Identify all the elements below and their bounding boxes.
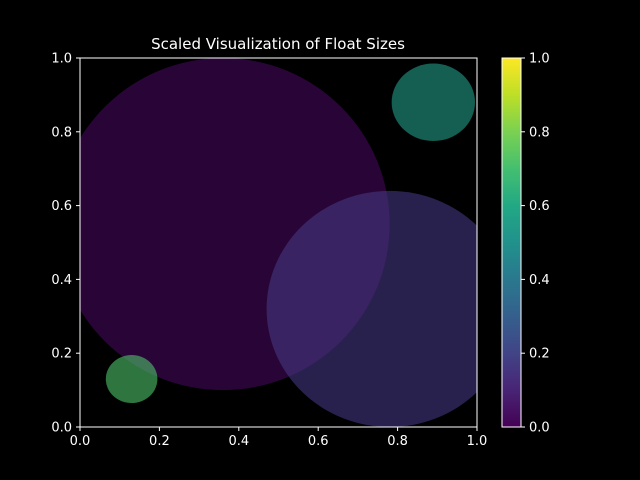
scatter-point-2 xyxy=(266,190,477,427)
y-axis: 0.0 0.2 0.4 0.6 0.8 1.0 xyxy=(51,52,80,436)
y-tick-label: 0.0 xyxy=(51,421,72,436)
colorbar-axis: 0.0 0.2 0.4 0.6 0.8 1.0 xyxy=(521,52,550,436)
y-tick-label: 0.6 xyxy=(51,199,72,214)
colorbar-gradient xyxy=(501,57,522,428)
x-tick-label: 0.0 xyxy=(70,434,91,449)
y-tick-label: 0.4 xyxy=(51,273,72,288)
colorbar-tick-label: 0.2 xyxy=(529,347,550,362)
chart-title: Scaled Visualization of Float Sizes xyxy=(151,35,405,53)
scatter-point-4 xyxy=(105,355,158,404)
colorbar-tick-label: 0.0 xyxy=(529,421,550,436)
x-tick-label: 0.2 xyxy=(149,434,170,449)
colorbar-tick-label: 0.4 xyxy=(529,273,550,288)
x-tick-label: 0.6 xyxy=(308,434,329,449)
x-tick-label: 0.8 xyxy=(387,434,408,449)
x-axis: 0.0 0.2 0.4 0.6 0.8 1.0 xyxy=(70,427,488,449)
colorbar-tick-label: 0.8 xyxy=(529,125,550,140)
colorbar-tick-label: 0.6 xyxy=(529,199,550,214)
y-tick-label: 0.8 xyxy=(51,125,72,140)
scatter-point-3 xyxy=(391,63,476,142)
colorbar: 0.0 0.2 0.4 0.6 0.8 1.0 xyxy=(501,52,550,436)
y-tick-label: 0.2 xyxy=(51,347,72,362)
x-tick-label: 0.4 xyxy=(228,434,249,449)
colorbar-tick-label: 1.0 xyxy=(529,52,550,67)
x-tick-label: 1.0 xyxy=(467,434,488,449)
plot-area-frame xyxy=(79,57,478,428)
y-tick-label: 1.0 xyxy=(51,52,72,67)
scatter-markers xyxy=(80,58,477,427)
